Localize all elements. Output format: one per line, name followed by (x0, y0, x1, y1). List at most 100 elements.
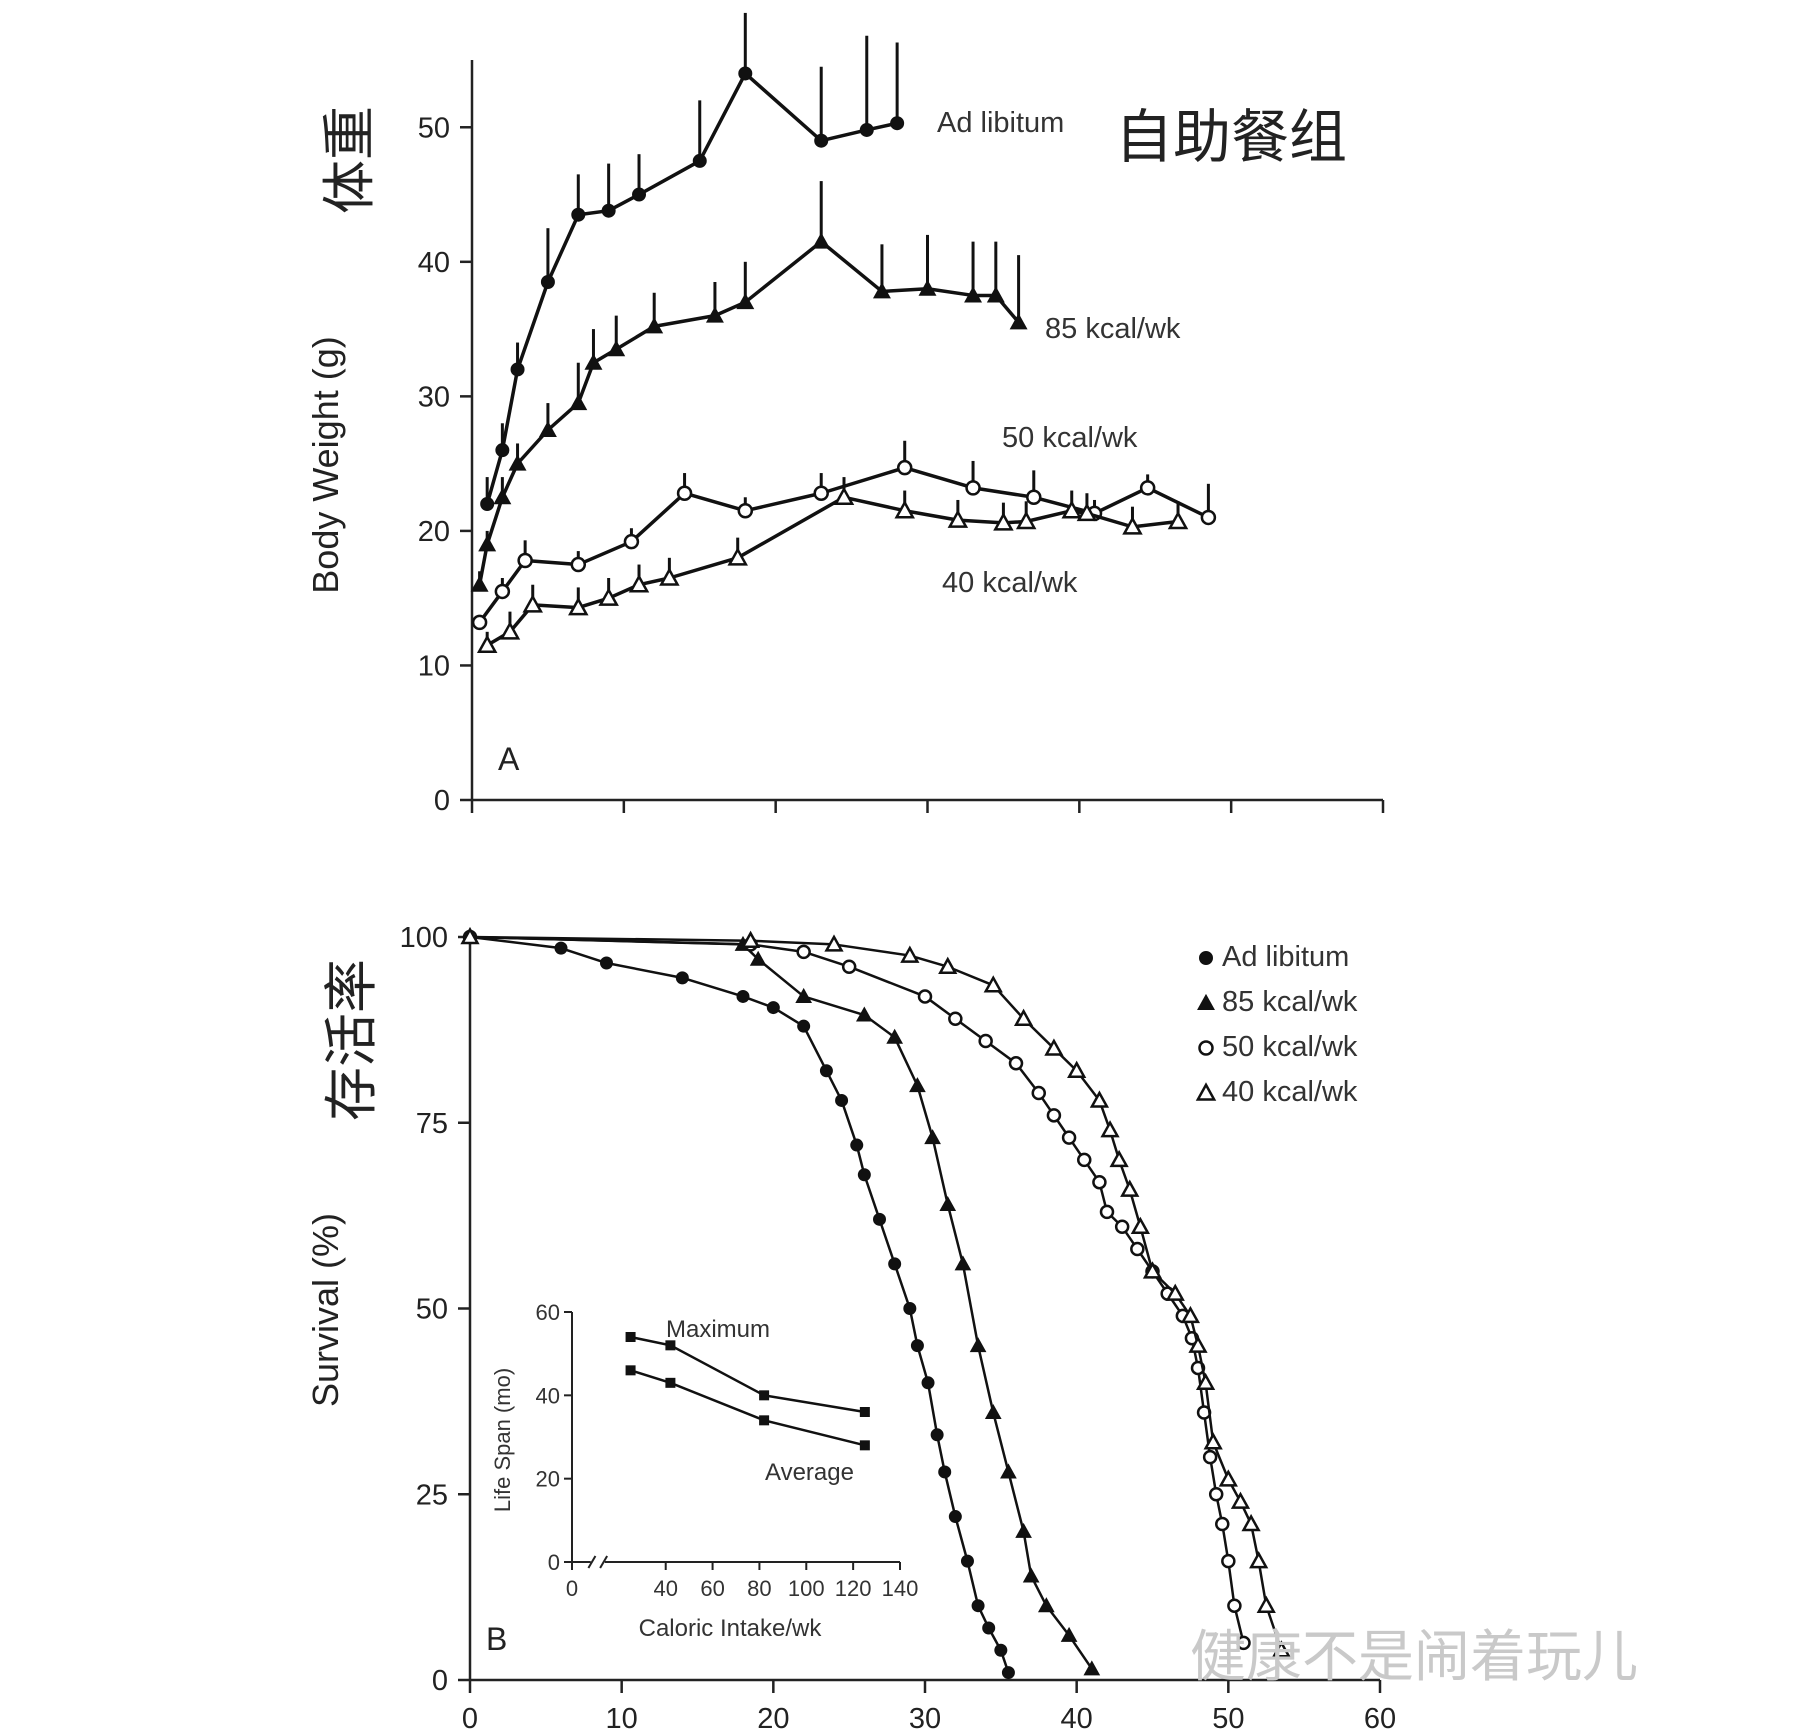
axis-break-mark (587, 1555, 597, 1569)
inset-x-tick-label: 60 (700, 1576, 724, 1601)
data-point (740, 930, 761, 948)
data-point (1208, 1487, 1224, 1502)
data-point (632, 187, 647, 202)
inset-ylabel: Life Span (mo) (490, 1368, 515, 1512)
y-tick-label: 40 (418, 247, 450, 279)
data-point (971, 1599, 985, 1613)
watermark: 健康不是闹着玩儿 (1190, 1625, 1638, 1690)
panel-a-series (470, 12, 1217, 654)
data-point (993, 512, 1014, 531)
series-line (469, 935, 1010, 1673)
legend-label: 85 kcal/wk (1222, 986, 1358, 1018)
data-point (1130, 1241, 1145, 1257)
data-point (1215, 1516, 1230, 1532)
inset-x-tick-label: 140 (882, 1576, 919, 1601)
data-point (890, 116, 905, 131)
series-ad-libitum (480, 12, 905, 511)
data-point (984, 1403, 1002, 1420)
data-point (1026, 489, 1042, 506)
data-point (1180, 1305, 1201, 1324)
data-point (986, 286, 1005, 303)
data-point (835, 1093, 849, 1107)
y-tick-label: 75 (416, 1108, 448, 1140)
data-point (554, 941, 568, 955)
data-point (1077, 1152, 1092, 1168)
inset-y-tick-label: 40 (536, 1383, 560, 1408)
data-point (692, 153, 707, 168)
legend-marker-open-triangle (1195, 1082, 1217, 1101)
y-tick-label: 0 (432, 1665, 448, 1697)
inset-data-point (665, 1377, 676, 1388)
inset-series-average (625, 1365, 870, 1451)
series-line (469, 935, 1245, 1644)
data-point (910, 1339, 924, 1353)
data-point (584, 353, 603, 370)
data-point (872, 282, 891, 299)
data-point (494, 583, 511, 600)
data-point (1142, 1261, 1163, 1279)
inset-y-tick-label: 0 (548, 1550, 560, 1575)
panel-a-ylabel-cn: 体重 (318, 106, 381, 214)
data-point (1015, 1522, 1032, 1538)
data-point (1230, 1491, 1251, 1509)
data-point (601, 203, 616, 218)
inset-series-maximum (625, 1332, 870, 1417)
data-point (499, 621, 521, 640)
data-point (1165, 1283, 1185, 1301)
data-point (994, 1643, 1008, 1657)
data-point (1067, 1060, 1087, 1078)
data-point (1200, 509, 1217, 526)
data-point (939, 1195, 957, 1211)
data-point (918, 279, 937, 296)
legend-label: Ad libitum (1222, 941, 1349, 973)
data-point (812, 232, 831, 249)
inset-xlabel: Caloric Intake/wk (639, 1615, 823, 1642)
data-point (1188, 1335, 1208, 1353)
data-point (855, 1006, 873, 1022)
data-point (964, 286, 983, 303)
legend-marker (1199, 951, 1213, 965)
data-point (571, 207, 586, 222)
data-point (969, 1337, 987, 1353)
data-point (738, 66, 753, 81)
data-point (1015, 510, 1037, 530)
panel-b-ylabel: Survival (%) (305, 1213, 346, 1407)
data-point (1009, 313, 1028, 330)
data-point (1227, 1598, 1242, 1613)
panel-b-legend: Ad libitum 85 kcal/wk 50 kcal/wk 40 kcal… (1195, 941, 1358, 1108)
panel-b-ylabel-cn: 存活率 (320, 959, 383, 1121)
data-point (1000, 1463, 1017, 1479)
inset-x-tick-label: 80 (747, 1576, 771, 1601)
series-85-kcal-wk (470, 181, 1028, 592)
data-point (930, 1428, 944, 1442)
data-point (921, 1376, 935, 1390)
data-point (1060, 1626, 1078, 1642)
inset-series-line (630, 1335, 866, 1414)
y-tick-label: 0 (434, 785, 450, 817)
data-point (1089, 1090, 1110, 1108)
x-tick-label: 60 (1364, 1703, 1396, 1732)
data-point (1044, 1038, 1064, 1056)
legend-label: 40 kcal/wk (1222, 1076, 1358, 1108)
data-point (1241, 1513, 1261, 1532)
data-point (749, 950, 767, 966)
data-point (1092, 1174, 1107, 1190)
data-point (737, 502, 754, 519)
panel-b: 0 25 50 75 100 0 10 20 30 40 50 60 B Survival (%) 存… (305, 922, 1396, 1732)
data-point (1046, 1108, 1062, 1123)
data-point (924, 1129, 941, 1145)
y-tick-label: 50 (418, 112, 450, 144)
legend-item-ad-libitum: Ad libitum (1199, 941, 1349, 973)
data-point (470, 575, 489, 592)
inset-label-maximum: Maximum (666, 1316, 770, 1343)
series-line (485, 71, 898, 505)
inset-x-tick-label: 120 (835, 1576, 872, 1601)
data-point (495, 443, 510, 458)
data-point (1076, 502, 1098, 522)
x-tick-label: 30 (909, 1703, 941, 1732)
data-point (522, 594, 543, 613)
inset-data-point (625, 1332, 636, 1342)
data-point (795, 987, 813, 1003)
data-point (570, 556, 587, 573)
data-point (766, 1001, 780, 1015)
